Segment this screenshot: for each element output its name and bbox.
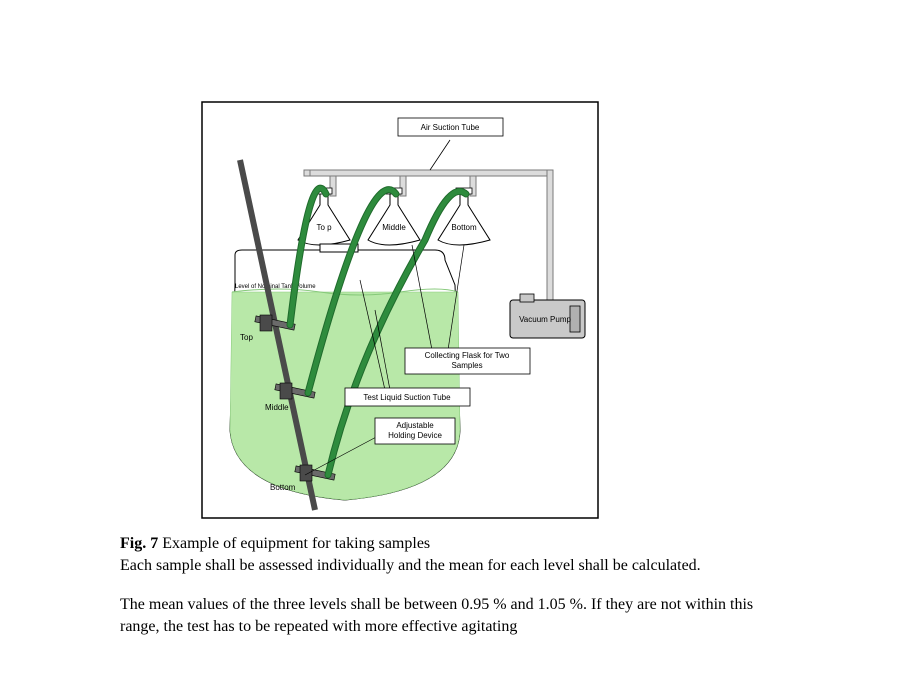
caption-line1: Each sample shall be assessed individual… (120, 555, 789, 577)
pos-bottom: Bottom (270, 483, 296, 492)
equipment-diagram: Air Suction Tube To p Middle Bottom Vacu… (200, 100, 600, 520)
test-liquid-label: Test Liquid Suction Tube (345, 388, 470, 406)
level-label: Level of Nominal Tank Volume (235, 284, 316, 290)
fig-label: Fig. 7 (120, 535, 158, 552)
collecting-flask-text1: Collecting Flask for Two (425, 351, 510, 360)
pump-label: Vacuum Pump (519, 315, 571, 324)
figure-caption: Fig. 7 Example of equipment for taking s… (120, 533, 789, 555)
pos-middle: Middle (265, 403, 289, 412)
air-suction-label: Air Suction Tube (398, 118, 503, 136)
test-liquid-text: Test Liquid Suction Tube (363, 393, 451, 402)
figure-container: Air Suction Tube To p Middle Bottom Vacu… (200, 100, 600, 525)
flask-middle-label: Middle (382, 223, 406, 232)
holding-text1: Adjustable (396, 421, 434, 430)
fig-title: Example of equipment for taking samples (158, 535, 430, 552)
holding-text2: Holding Device (388, 431, 442, 440)
vacuum-pump: Vacuum Pump (510, 294, 585, 338)
caption-line2: The mean values of the three levels shal… (120, 594, 789, 637)
air-suction-text: Air Suction Tube (421, 123, 480, 132)
pos-top: Top (240, 333, 253, 342)
collecting-flask-text2: Samples (451, 361, 482, 370)
flask-top-label: To p (316, 223, 332, 232)
flask-bottom-label: Bottom (451, 223, 477, 232)
holding-device-label: Adjustable Holding Device (375, 418, 455, 444)
caption-block: Fig. 7 Example of equipment for taking s… (120, 533, 789, 637)
collecting-flask-label: Collecting Flask for Two Samples (405, 348, 530, 374)
